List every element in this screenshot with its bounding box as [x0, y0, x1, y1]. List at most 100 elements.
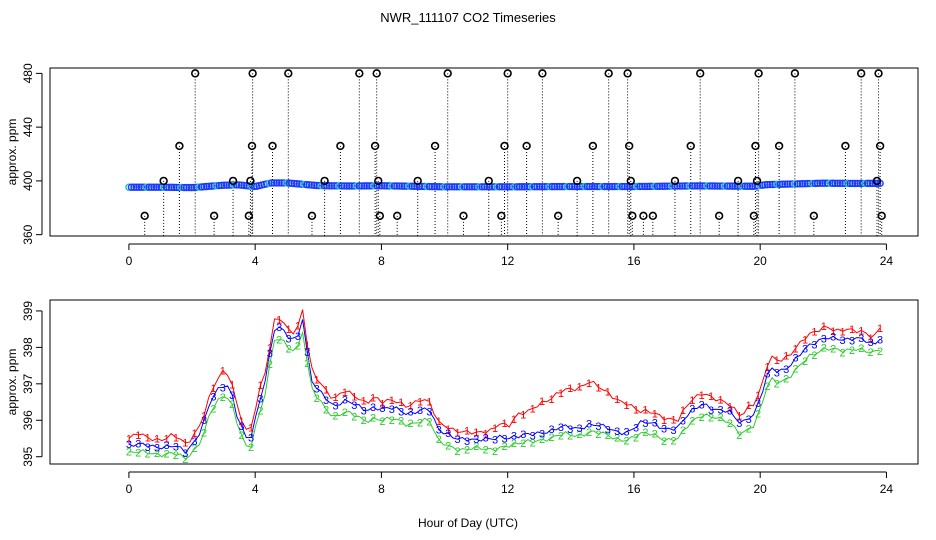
baseline-point — [738, 182, 747, 190]
series-marker-1: 1 — [304, 340, 310, 352]
top-panel: 0 4 8 12 16 20 24 360 400 440 480 approx. ppm — [5, 63, 919, 268]
baseline-point — [393, 182, 401, 190]
baseline-point — [167, 183, 176, 192]
baseline-point — [328, 182, 336, 190]
baseline-point — [170, 183, 178, 192]
baseline-point — [195, 183, 203, 191]
outlier-point — [623, 69, 632, 78]
baseline-point — [608, 182, 616, 191]
series-marker-2: 2 — [849, 345, 855, 357]
series-marker-3: 3 — [492, 435, 498, 447]
baseline-point — [125, 183, 133, 191]
bottom-y-axis: 395 396 397 398 399 — [21, 301, 43, 467]
series-marker-1: 1 — [548, 394, 554, 406]
series-marker-2: 2 — [304, 358, 310, 370]
baseline-point — [761, 181, 769, 189]
x-tick-label: 12 — [501, 254, 515, 268]
outlier-point — [244, 211, 254, 221]
baseline-point — [540, 182, 549, 191]
baseline-point — [841, 179, 849, 188]
baseline-point — [463, 183, 471, 191]
series-marker-3: 3 — [877, 334, 883, 346]
baseline-point — [290, 179, 298, 188]
baseline-point — [448, 183, 456, 191]
baseline-point — [498, 183, 506, 191]
series-marker-3: 3 — [323, 395, 329, 407]
outlier-point — [497, 211, 506, 221]
series-marker-3: 3 — [736, 418, 742, 430]
series-marker-1: 1 — [464, 426, 470, 438]
series-marker-3: 3 — [849, 335, 855, 347]
series-marker-1: 1 — [436, 416, 442, 428]
series-marker-3: 3 — [633, 423, 639, 435]
baseline-point — [142, 183, 151, 191]
outlier-point — [246, 176, 255, 186]
baseline-point — [473, 183, 481, 191]
baseline-point — [618, 182, 626, 191]
series-line-1 — [128, 309, 881, 444]
series-marker-2: 2 — [727, 418, 733, 430]
baseline-point — [280, 179, 288, 187]
baseline-point — [490, 183, 499, 191]
series-marker-3: 3 — [426, 406, 432, 418]
baseline-point — [292, 180, 301, 188]
baseline-point — [533, 182, 541, 191]
outlier-point — [572, 176, 582, 186]
series-marker-1: 1 — [417, 396, 423, 408]
series-marker-3: 3 — [811, 340, 817, 352]
baseline-point — [548, 182, 556, 191]
series-marker-2: 2 — [595, 429, 601, 441]
baseline-point — [515, 183, 524, 191]
series-marker-1: 1 — [285, 324, 291, 336]
baseline-point — [212, 182, 221, 190]
x-tick-label: 24 — [880, 254, 894, 268]
series-marker-2: 2 — [567, 430, 573, 442]
baseline-point — [152, 183, 161, 191]
baseline-point — [230, 181, 238, 189]
series-marker-2: 2 — [605, 430, 611, 442]
outlier-point — [374, 176, 383, 186]
baseline-point — [270, 179, 278, 187]
series-marker-1: 1 — [614, 394, 620, 406]
baseline-point — [480, 183, 489, 191]
baseline-point — [721, 182, 729, 190]
series-marker-3: 3 — [173, 441, 179, 453]
series-marker-2: 2 — [417, 418, 423, 430]
outlier-point — [190, 69, 200, 78]
series-marker-2: 2 — [426, 416, 432, 428]
baseline-point — [493, 183, 501, 191]
top-outlier-layer — [140, 69, 886, 221]
series-marker-2: 2 — [135, 447, 141, 459]
series-marker-1: 1 — [426, 396, 432, 408]
series-marker-3: 3 — [192, 436, 198, 448]
baseline-point — [530, 182, 539, 191]
baseline-point — [187, 183, 196, 192]
series-marker-3: 3 — [163, 440, 169, 452]
baseline-point — [518, 183, 526, 191]
outlier-point — [809, 211, 819, 221]
outlier-point — [248, 69, 257, 78]
baseline-point — [583, 182, 591, 191]
baseline-point — [495, 183, 504, 191]
series-marker-3: 3 — [473, 434, 479, 446]
series-marker-2: 2 — [173, 450, 179, 462]
bottom-x-axis: 0 4 8 12 16 20 24 — [126, 471, 893, 496]
series-marker-1: 1 — [774, 355, 780, 367]
baseline-point — [658, 182, 666, 190]
baseline-point — [545, 182, 554, 191]
baseline-point — [688, 182, 697, 190]
baseline-point — [272, 179, 281, 187]
baseline-point — [588, 182, 596, 191]
baseline-point — [671, 182, 679, 190]
baseline-point — [693, 182, 702, 190]
series-marker-2: 2 — [379, 416, 385, 428]
baseline-point — [560, 182, 569, 191]
series-marker-3: 3 — [624, 427, 630, 439]
x-tick-label: 20 — [754, 482, 768, 496]
baseline-point — [297, 180, 306, 188]
x-tick-label: 16 — [627, 254, 641, 268]
series-marker-1: 1 — [755, 390, 761, 402]
series-marker-1: 1 — [811, 326, 817, 338]
series-marker-1: 1 — [342, 387, 348, 399]
y-tick-label: 396 — [21, 410, 35, 430]
